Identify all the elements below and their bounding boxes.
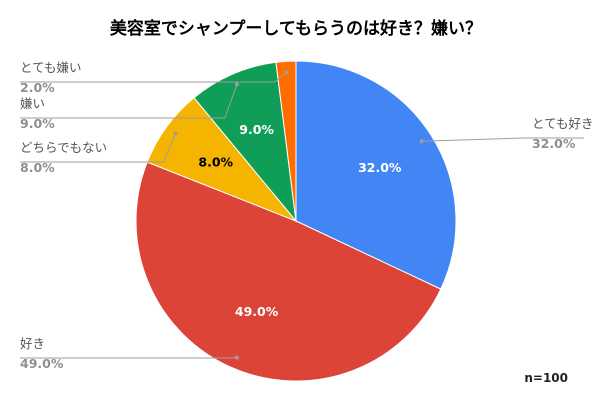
slice-name-label: どちらでもない xyxy=(20,140,107,155)
chart-title: 美容室でシャンプーしてもらうのは好き？嫌い？ xyxy=(109,19,483,39)
slice-inner-label: 9.0% xyxy=(239,122,274,137)
pie-slice-2 xyxy=(135,161,442,382)
slice-inner-label: 8.0% xyxy=(198,155,233,170)
leader-line xyxy=(20,84,238,119)
pie-slice-4 xyxy=(193,61,297,223)
slice-inner-label: 49.0% xyxy=(235,304,279,319)
slice-percent-label: 32.0% xyxy=(532,136,576,151)
sample-size-note: n=100 xyxy=(524,371,568,385)
slice-name-label: とても嫌い xyxy=(20,60,82,75)
slice-inner-label: 32.0% xyxy=(358,160,402,175)
slice-name-label: 好き xyxy=(20,336,45,351)
slice-percent-label: 49.0% xyxy=(20,356,64,371)
slice-name-label: とても好き xyxy=(532,116,592,131)
pie-slice-5 xyxy=(275,60,297,222)
pie-slice-1 xyxy=(295,60,457,290)
leader-line xyxy=(20,72,287,83)
slice-percent-label: 2.0% xyxy=(20,80,55,95)
slice-name-label: 嫌い xyxy=(20,96,45,111)
slice-percent-label: 9.0% xyxy=(20,116,55,131)
leader-line xyxy=(20,133,177,163)
slice-percent-label: 8.0% xyxy=(20,160,55,175)
leader-line xyxy=(421,137,584,142)
